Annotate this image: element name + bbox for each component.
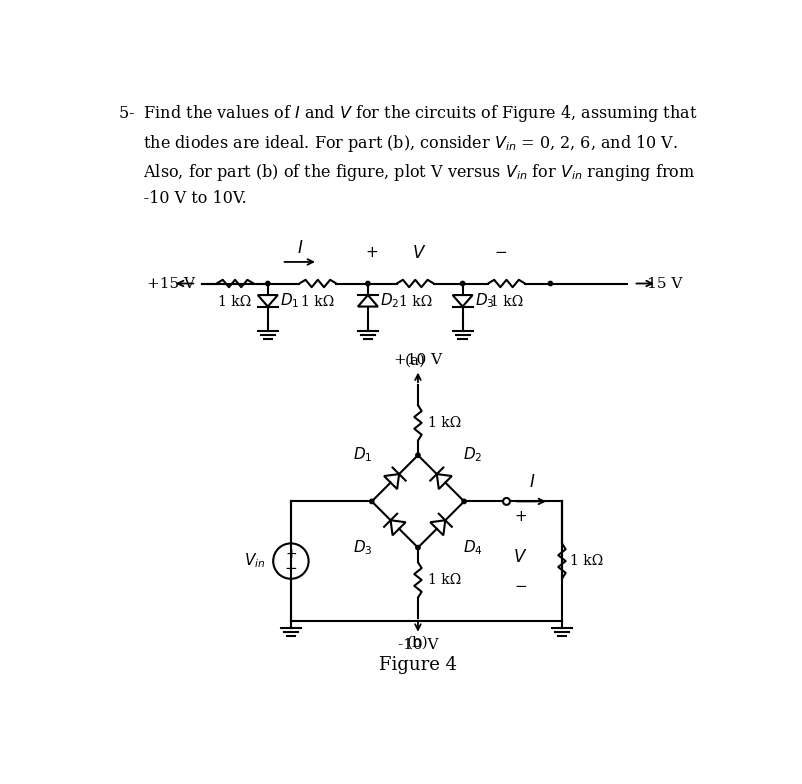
Text: $I$: $I$ (297, 241, 303, 257)
Text: −: − (514, 579, 527, 593)
Text: 1 kΩ: 1 kΩ (218, 295, 252, 309)
Circle shape (460, 281, 465, 285)
Text: −: − (285, 561, 298, 575)
Text: +15 V: +15 V (147, 277, 195, 291)
Text: $D_3$: $D_3$ (353, 539, 372, 557)
Text: -15 V: -15 V (642, 277, 683, 291)
Text: $D_1$: $D_1$ (353, 446, 372, 464)
Text: 1 kΩ: 1 kΩ (490, 295, 523, 309)
Text: +10 V: +10 V (394, 353, 442, 367)
Text: +: + (366, 245, 378, 260)
Circle shape (265, 281, 270, 285)
Text: $D_2$: $D_2$ (380, 291, 399, 310)
Text: 1 kΩ: 1 kΩ (569, 554, 603, 568)
Text: $D_4$: $D_4$ (464, 539, 484, 557)
Text: 1 kΩ: 1 kΩ (302, 295, 334, 309)
Text: $D_1$: $D_1$ (280, 291, 300, 310)
Text: (a): (a) (405, 354, 426, 368)
Text: 1 kΩ: 1 kΩ (428, 416, 461, 430)
Text: −: − (495, 245, 508, 260)
Text: $V_{in}$: $V_{in}$ (244, 552, 265, 571)
Circle shape (366, 281, 370, 285)
Text: 1 kΩ: 1 kΩ (399, 295, 432, 309)
Circle shape (370, 499, 374, 503)
Text: $I$: $I$ (529, 474, 535, 491)
Text: 5-  Find the values of $I$ and $V$ for the circuits of Figure 4, assuming that
 : 5- Find the values of $I$ and $V$ for th… (118, 103, 697, 207)
Circle shape (462, 499, 466, 503)
Circle shape (415, 453, 420, 457)
Text: +: + (285, 547, 297, 561)
Text: 1 kΩ: 1 kΩ (428, 573, 461, 587)
Text: (b): (b) (407, 635, 429, 649)
Circle shape (415, 546, 420, 550)
Text: $D_2$: $D_2$ (464, 446, 483, 464)
Text: +: + (514, 509, 527, 524)
Text: -10 V: -10 V (398, 637, 438, 652)
Circle shape (549, 281, 553, 285)
Text: $V$: $V$ (412, 245, 427, 262)
Text: $D_3$: $D_3$ (475, 291, 495, 310)
Text: Figure 4: Figure 4 (379, 656, 457, 674)
Text: $V$: $V$ (513, 549, 528, 566)
